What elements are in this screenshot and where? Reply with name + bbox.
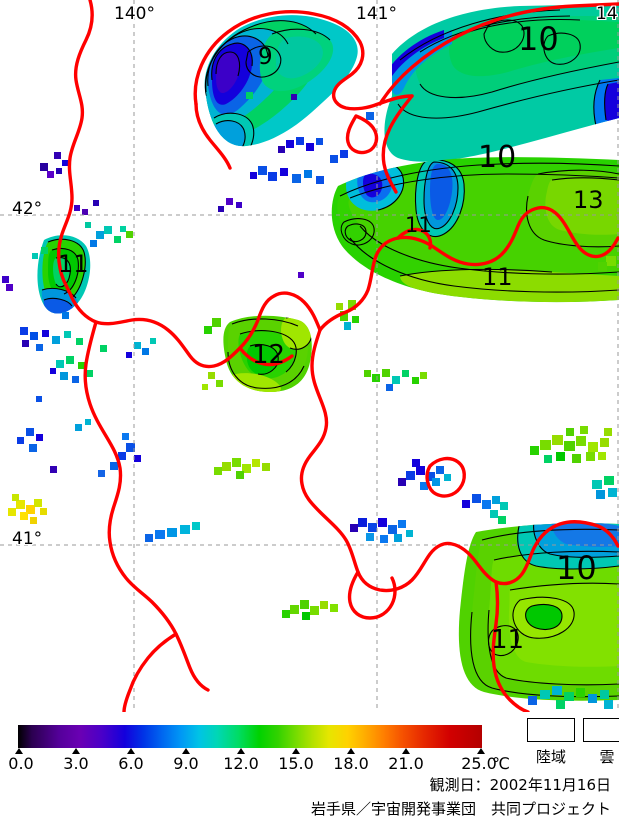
colorbar-tick-25	[477, 748, 485, 754]
key-label-cloud: 雲	[599, 748, 615, 766]
project-credit: 岩手県／宇宙開発事業団 共同プロジェクト	[310, 800, 611, 818]
colorbar-label-21: 21.0	[388, 754, 424, 773]
lon-label-140: 140°	[114, 4, 155, 24]
contour-label-10-north: 10	[518, 20, 559, 58]
lon-label-141: 141°	[356, 4, 397, 24]
colorbar-label-25: 25.0	[461, 754, 497, 773]
colorbar-label-0: 0.0	[8, 754, 34, 773]
key-swatch-cloud	[583, 718, 619, 742]
map-graphics	[0, 0, 619, 712]
contour-label-12-lake: 12	[252, 340, 286, 370]
contour-label-11-south: 11	[482, 263, 513, 291]
key-swatch-land	[527, 718, 575, 742]
sst-region-west-lake	[37, 235, 91, 314]
coastline	[56, 0, 619, 712]
contour-label-9: 9	[258, 44, 273, 70]
observation-date: 観測日：2002年11月16日	[429, 776, 611, 794]
colorbar-label-6: 6.0	[118, 754, 144, 773]
colorbar-tick-9	[182, 748, 190, 754]
sst-scattered-pixels	[2, 92, 617, 709]
colorbar-tick-15	[292, 748, 300, 754]
colorbar-label-9: 9.0	[173, 754, 199, 773]
lat-label-41: 41°	[12, 529, 43, 549]
colorbar-label-15: 15.0	[278, 754, 314, 773]
lon-label-142: 14	[596, 4, 618, 24]
contour-label-11-west: 11	[58, 250, 89, 278]
sst-region-se-shelf	[458, 523, 619, 701]
colorbar-label-18: 18.0	[333, 754, 369, 773]
key-label-land: 陸域	[535, 748, 566, 766]
colorbar-tick-18	[347, 748, 355, 754]
legend-panel: 0.0 3.0 6.0 9.0 12.0 15.0 18.0 21.0 25.0…	[0, 712, 619, 820]
colorbar-gradient	[18, 725, 482, 748]
sst-region-north-shelf	[384, 4, 619, 162]
colorbar[interactable]	[18, 725, 482, 748]
contour-label-11-shelf: 11	[405, 213, 432, 237]
colorbar-tick-21	[402, 748, 410, 754]
sst-region-mutsu-bay	[204, 15, 358, 147]
colorbar-tick-12	[237, 748, 245, 754]
map-canvas[interactable]: 140° 141° 14 42° 41° 9 10 10 13 11 11 11…	[0, 0, 619, 712]
colorbar-unit: ℃	[492, 754, 510, 773]
colorbar-label-3: 3.0	[63, 754, 89, 773]
colorbar-tick-0	[15, 748, 23, 754]
contour-label-10-mid: 10	[478, 140, 517, 175]
colorbar-tick-3	[72, 748, 80, 754]
contour-label-10-se: 10	[556, 549, 597, 587]
graticule	[0, 0, 619, 712]
lat-label-42: 42°	[12, 199, 43, 219]
contour-label-11-se: 11	[491, 625, 525, 655]
colorbar-label-12: 12.0	[223, 754, 259, 773]
colorbar-tick-6	[127, 748, 135, 754]
sst-region-mid-shelf	[331, 157, 619, 303]
contour-label-13: 13	[573, 186, 604, 214]
